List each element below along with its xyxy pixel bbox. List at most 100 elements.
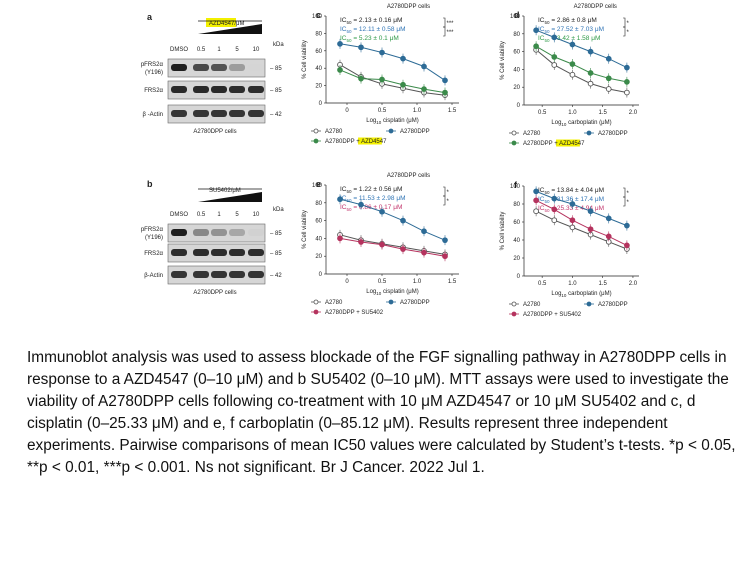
- sig-stars: *: [447, 190, 450, 196]
- lane-label: 1: [217, 212, 221, 218]
- y-tick-label: 40: [513, 238, 520, 244]
- data-point: [605, 55, 612, 62]
- ic50-annotation: IC50 = 11.53 ± 2.98 μM: [340, 195, 406, 203]
- panel-label-f: f: [514, 180, 518, 190]
- y-tick-label: 0: [319, 272, 323, 278]
- sig-bracket: [443, 26, 446, 37]
- data-point: [551, 34, 558, 41]
- x-tick-label: 2.0: [629, 110, 638, 116]
- legend-label: A2780: [325, 300, 343, 306]
- data-point: [551, 195, 558, 202]
- data-point: [587, 80, 594, 87]
- panel-label-a: a: [147, 12, 153, 22]
- x-tick-label: 0: [345, 108, 349, 114]
- blot-band: [229, 86, 245, 93]
- sig-bracket: [623, 17, 626, 28]
- blot-footer: A2780DPP cells: [193, 290, 236, 296]
- data-point: [587, 70, 594, 76]
- lane-label: 0.5: [197, 47, 206, 53]
- blot-band: [229, 229, 245, 236]
- lane-label: 5: [235, 47, 239, 53]
- data-point: [605, 233, 612, 240]
- legend-label: A2780: [523, 131, 541, 137]
- x-tick-label: 0: [345, 279, 349, 285]
- data-point: [442, 77, 448, 84]
- sig-stars: ***: [447, 21, 455, 27]
- y-axis-label: % Cell viability: [302, 210, 308, 249]
- panel-label-e: e: [316, 179, 321, 189]
- blot-band: [229, 249, 245, 256]
- data-point: [358, 201, 364, 208]
- blot-band: [171, 86, 187, 93]
- data-point: [358, 44, 364, 51]
- x-tick-label: 1.0: [568, 281, 577, 287]
- row-label: pFRS2α: [141, 62, 164, 68]
- x-axis-label: Log10 cisplatin (μM): [366, 289, 419, 296]
- y-tick-label: 80: [513, 32, 520, 38]
- x-tick-label: 0.5: [538, 281, 547, 287]
- lane-label: DMSO: [170, 212, 188, 218]
- dose-wedge: [198, 24, 262, 34]
- blot-band: [193, 64, 209, 71]
- data-point: [400, 81, 406, 88]
- y-tick-label: 80: [315, 201, 322, 207]
- data-point: [421, 228, 427, 235]
- ic50-annotation: IC50 = 0.86 ± 0.17 μM: [340, 204, 402, 212]
- sig-bracket: [443, 195, 446, 206]
- data-point: [605, 86, 612, 92]
- blot-panel-a: a AZD4547/μM DMSO 0.5 1 5 10 kDa pFRS2α (Y196) – 8…: [141, 12, 284, 135]
- y-tick-label: 80: [315, 31, 322, 37]
- data-point: [337, 196, 343, 203]
- data-point: [358, 239, 364, 245]
- blot-band: [211, 64, 227, 71]
- data-point: [379, 208, 385, 215]
- row-label: FRS2α: [144, 88, 163, 94]
- y-tick-label: 80: [513, 202, 520, 208]
- y-tick-label: 100: [312, 14, 323, 20]
- x-tick-label: 1.5: [599, 110, 608, 116]
- data-point: [421, 63, 427, 70]
- blot-band: [171, 64, 187, 71]
- kda-label: – 42: [270, 273, 282, 279]
- x-tick-label: 1.5: [448, 108, 457, 114]
- lane-label: 10: [253, 47, 260, 53]
- blot-band: [211, 271, 227, 278]
- legend-highlight: [556, 139, 580, 147]
- lane-label: 1: [217, 47, 221, 53]
- panel-label-b: b: [147, 179, 153, 189]
- y-tick-label: 0: [517, 274, 521, 280]
- row-label-2: (Y196): [145, 235, 163, 241]
- data-point: [400, 246, 406, 252]
- kda-header: kDa: [273, 207, 284, 213]
- ic50-annotation: IC50 = 81.36 ± 17.4 μM: [538, 196, 604, 204]
- legend-label: A2780DPP: [598, 302, 628, 308]
- blot-band: [171, 229, 187, 236]
- x-tick-label: 0.5: [378, 108, 387, 114]
- data-point: [400, 217, 406, 224]
- lane-label: 10: [253, 212, 260, 218]
- kda-label: – 85: [270, 88, 282, 94]
- legend-marker: [586, 301, 592, 307]
- row-label: FRS2α: [144, 251, 163, 257]
- blot-band: [193, 229, 209, 236]
- kda-label: – 85: [270, 251, 282, 257]
- drug-label: AZD4547/μM: [209, 21, 244, 27]
- legend-marker: [511, 140, 517, 146]
- kda-label: – 42: [270, 112, 282, 118]
- data-point: [587, 48, 594, 55]
- data-point: [421, 86, 427, 92]
- kda-label: – 85: [270, 66, 282, 72]
- series-line: [339, 64, 446, 96]
- y-tick-label: 60: [315, 49, 322, 55]
- x-tick-label: 2.0: [629, 281, 638, 287]
- data-point: [337, 235, 343, 242]
- data-point: [421, 249, 427, 256]
- data-point: [442, 237, 448, 244]
- blot-band: [193, 86, 209, 93]
- panel-label-c: c: [316, 10, 321, 20]
- blot-band: [211, 86, 227, 93]
- y-tick-label: 20: [315, 254, 322, 260]
- x-axis-label: Log10 cisplatin (μM): [366, 118, 419, 125]
- x-tick-label: 1.5: [448, 279, 457, 285]
